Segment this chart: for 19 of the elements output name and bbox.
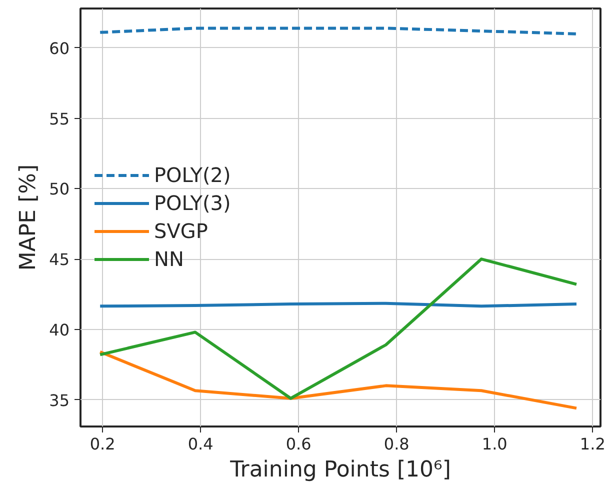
x-tick-label: 0.6 (286, 434, 312, 454)
legend-label: SVGP (154, 219, 208, 243)
y-tick-label: 55 (49, 109, 70, 128)
y-tick-label: 50 (49, 180, 70, 199)
x-tick-label: 1.0 (482, 434, 508, 454)
legend-label: POLY(3) (154, 191, 231, 215)
x-axis-title: Training Points [10⁶] (229, 458, 451, 482)
legend-label: NN (154, 247, 184, 271)
x-tick-label: 0.2 (90, 434, 116, 454)
y-tick-label: 35 (49, 390, 70, 410)
x-tick-label: 0.8 (384, 434, 410, 454)
y-axis-title: MAPE [%] (16, 164, 42, 271)
y-tick-label: 60 (49, 38, 70, 58)
line-series (98, 350, 578, 410)
y-tick-label: 45 (49, 250, 70, 270)
x-tick-label: 0.4 (188, 434, 214, 454)
x-tick-label: 1.2 (580, 434, 606, 454)
legend-label: POLY(2) (154, 163, 231, 187)
y-tick-label: 40 (49, 320, 70, 340)
